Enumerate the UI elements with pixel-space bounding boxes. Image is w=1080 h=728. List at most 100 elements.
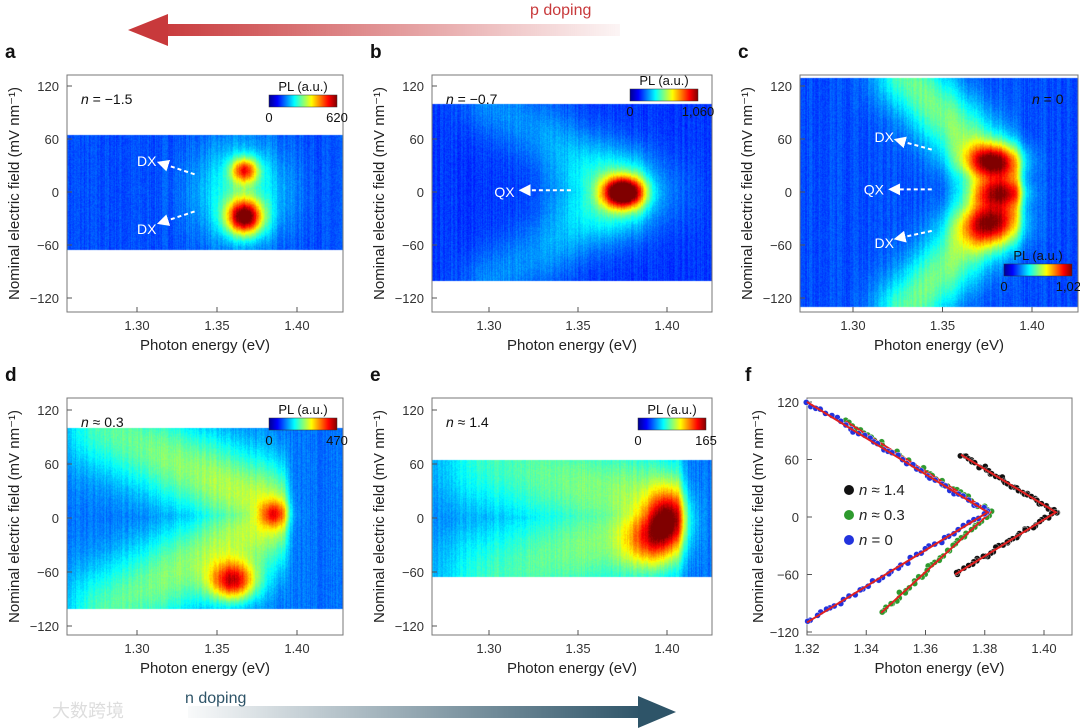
x-tick-label: 1.40	[284, 318, 309, 333]
x-tick-label: 1.40	[284, 641, 309, 656]
n-symbol: n	[859, 532, 867, 549]
doping-label: n ≈ 1.4	[446, 414, 489, 430]
n-value: ≈ 1.4	[454, 414, 489, 430]
y-tick-label: 0	[417, 511, 424, 526]
legend-marker	[844, 510, 854, 520]
x-tick-label: 1.40	[1019, 318, 1044, 333]
x-tick-label: 1.34	[854, 641, 879, 656]
x-tick-label: 1.40	[654, 641, 679, 656]
y-tick-label: 60	[410, 457, 424, 472]
heatmap-a	[67, 75, 343, 312]
colorbar	[1003, 263, 1073, 277]
x-tick-label: 1.36	[913, 641, 938, 656]
annotation-label: DX	[874, 129, 894, 145]
n-value: = 0	[1040, 91, 1064, 107]
n-doping-label: n doping	[185, 690, 246, 707]
colorbar-title: PL (a.u.)	[278, 402, 327, 417]
y-tick-label: 0	[52, 511, 59, 526]
colorbar-max: 470	[326, 433, 348, 448]
x-tick-label: 1.35	[930, 318, 955, 333]
y-tick-label: 120	[777, 395, 799, 410]
y-tick-label: 60	[45, 457, 59, 472]
y-tick-label: −60	[770, 238, 792, 253]
doping-label: n = −1.5	[81, 91, 133, 107]
y-tick-label: 120	[402, 79, 424, 94]
annotation-arrow	[893, 136, 933, 151]
panel-letter: d	[5, 365, 17, 386]
heatmap-d	[67, 398, 343, 635]
annotation-arrow	[156, 210, 195, 226]
doping-label: n ≈ 0.3	[81, 414, 124, 430]
panel-letter: b	[370, 42, 382, 63]
x-axis-label: Photon energy (eV)	[874, 660, 1004, 677]
colorbar-min: 0	[265, 110, 272, 125]
colorbar-title: PL (a.u.)	[647, 402, 696, 417]
colorbar	[629, 88, 699, 102]
panel-a: 1.30 1.35 1.40 120 60 0 −60 −120 Photon energy (…	[5, 42, 348, 354]
y-axis-label: Nominal electric field (mV nm⁻¹)	[371, 410, 388, 623]
annotation-label: QX	[864, 181, 885, 197]
panel-c: 1.30 1.35 1.40 120 60 0 −60 −120 Photon energy (…	[738, 42, 1080, 354]
plot-frame	[66, 74, 344, 313]
colorbar	[637, 417, 707, 431]
x-tick-label: 1.40	[654, 318, 679, 333]
annotation-label: DX	[874, 235, 894, 251]
panel-f: 1.32 1.34 1.36 1.38 1.40 120 60 0 −60 −120 Photon …	[745, 365, 1073, 677]
watermark: 大数跨境	[52, 701, 124, 721]
annotation-label: DX	[137, 153, 157, 169]
panel-letter: e	[370, 365, 381, 386]
y-tick-label: −60	[402, 565, 424, 580]
colorbar-min: 0	[1000, 279, 1007, 294]
fit-line	[954, 453, 1058, 576]
colorbar-min: 0	[626, 104, 633, 119]
n-value: = −1.5	[89, 91, 133, 107]
panel-b: 1.30 1.35 1.40 120 60 0 −60 −120 Photon energy (…	[370, 42, 714, 354]
colorbar-title: PL (a.u.)	[1013, 248, 1062, 263]
y-tick-label: −120	[763, 291, 792, 306]
y-tick-label: 0	[785, 185, 792, 200]
x-tick-label: 1.30	[476, 641, 501, 656]
annotation-label: QX	[494, 184, 515, 200]
n-symbol: n	[859, 482, 867, 499]
legend-entry: n ≈ 1.4	[859, 482, 905, 499]
x-tick-label: 1.30	[476, 318, 501, 333]
y-tick-label: −120	[30, 619, 59, 634]
annotation-arrow	[156, 159, 195, 176]
y-tick-label: −120	[770, 625, 799, 640]
x-tick-label: 1.35	[565, 641, 590, 656]
n-symbol: n	[81, 91, 89, 107]
heatmap-e	[432, 398, 712, 635]
colorbar-title: PL (a.u.)	[278, 79, 327, 94]
x-axis-label: Photon energy (eV)	[507, 660, 637, 677]
colorbar-min: 0	[265, 433, 272, 448]
legend-marker	[844, 485, 854, 495]
y-tick-label: 120	[37, 403, 59, 418]
doping-label: n = −0.7	[446, 91, 498, 107]
x-axis-label: Photon energy (eV)	[140, 337, 270, 354]
y-tick-label: 0	[52, 185, 59, 200]
y-tick-label: −60	[402, 238, 424, 253]
y-tick-label: 0	[792, 510, 799, 525]
x-tick-label: 1.32	[794, 641, 819, 656]
y-axis-label: Nominal electric field (mV nm⁻¹)	[6, 410, 23, 623]
x-tick-label: 1.40	[1031, 641, 1056, 656]
panel-e: 1.30 1.35 1.40 120 60 0 −60 −120 Photon energy (…	[370, 365, 717, 677]
panel-letter: a	[5, 42, 16, 63]
n-value: = −0.7	[454, 91, 498, 107]
colorbar-max: 1,060	[682, 104, 715, 119]
n-symbol: n	[446, 91, 454, 107]
panel-d: 1.30 1.35 1.40 120 60 0 −60 −120 Photon energy (…	[5, 365, 348, 677]
x-tick-label: 1.30	[840, 318, 865, 333]
series-2	[803, 399, 991, 625]
plot-frame	[431, 74, 713, 313]
x-tick-label: 1.35	[565, 318, 590, 333]
plot-frame	[799, 74, 1079, 313]
colorbar-max: 620	[326, 110, 348, 125]
y-tick-label: 0	[417, 185, 424, 200]
y-tick-label: −60	[37, 238, 59, 253]
y-tick-label: −120	[395, 619, 424, 634]
plot-frame	[431, 397, 713, 636]
x-axis-label: Photon energy (eV)	[507, 337, 637, 354]
